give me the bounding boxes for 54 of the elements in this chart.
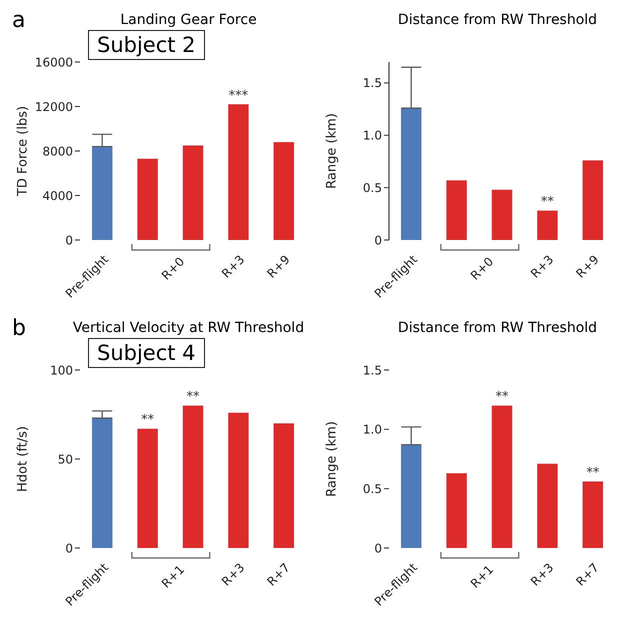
y-tick-label: 8000 — [42, 144, 73, 158]
y-tick-label: 0 — [65, 541, 73, 556]
text: Subject 2 — [88, 30, 205, 60]
bar — [492, 406, 512, 548]
y-tick-label: 1.0 — [362, 422, 382, 437]
y-tick-label: 12000 — [34, 100, 73, 114]
chart-title: Distance from RW Threshold — [398, 320, 598, 336]
bar — [446, 473, 467, 548]
y-axis-title: TD Force (lbs) — [16, 106, 31, 198]
y-tick-label: 1.5 — [362, 76, 382, 90]
bar — [182, 406, 204, 548]
data-label: ** — [186, 390, 200, 405]
bar — [274, 423, 294, 548]
bar — [137, 158, 158, 240]
chart-title: Vertical Velocity at RW Threshold — [72, 320, 304, 336]
y-tick-label: 0 — [374, 541, 382, 556]
text: b — [12, 316, 26, 341]
bar — [182, 145, 204, 240]
bar — [582, 160, 604, 240]
y-tick-label: 0.5 — [362, 180, 382, 195]
bar — [92, 146, 112, 240]
chart-title: Distance from RW Threshold — [398, 12, 598, 28]
bar — [137, 428, 158, 548]
bar — [446, 180, 467, 240]
bar — [537, 464, 558, 548]
y-tick-label: 16000 — [34, 55, 73, 70]
y-tick-label: 100 — [50, 363, 73, 378]
y-tick-label: 1.0 — [362, 128, 382, 143]
y-tick-label: 0 — [65, 233, 73, 248]
data-label: ** — [540, 194, 554, 210]
y-tick-label: 0 — [374, 233, 382, 248]
text: a — [12, 8, 26, 33]
y-axis-title: Range (km) — [324, 421, 340, 497]
y-tick-label: 0.5 — [362, 482, 382, 496]
chart-title: Landing Gear Force — [120, 12, 257, 28]
bar — [228, 104, 249, 240]
data-label: ** — [586, 466, 600, 481]
bar — [274, 142, 294, 240]
y-tick-label: 4000 — [42, 188, 73, 203]
bar — [228, 412, 249, 548]
bar — [401, 108, 422, 240]
text: Subject 4 — [88, 338, 205, 368]
y-tick-label: 1.5 — [362, 363, 382, 378]
data-label: ** — [496, 390, 510, 405]
data-label: ** — [141, 412, 155, 428]
bar — [537, 210, 558, 240]
bar — [492, 190, 512, 240]
y-axis-title: Hdot (ft/s) — [16, 426, 31, 492]
bar — [582, 482, 604, 548]
bar — [92, 418, 112, 548]
data-label: *** — [228, 88, 249, 104]
bar — [401, 444, 422, 548]
y-axis-title: Range (km) — [324, 113, 340, 189]
y-tick-label: 50 — [58, 452, 73, 466]
